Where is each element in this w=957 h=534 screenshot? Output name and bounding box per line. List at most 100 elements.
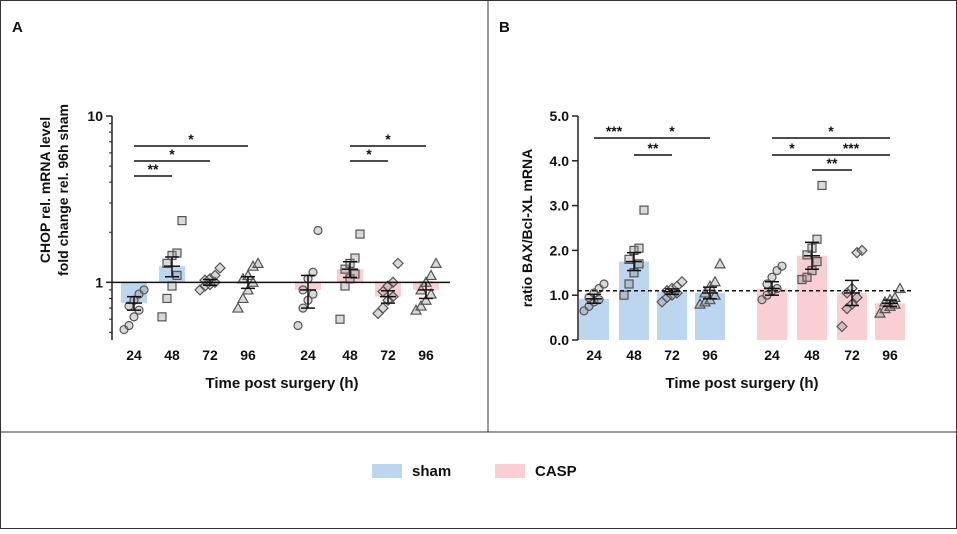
panel-a-point [241,283,255,295]
panel-a-point [350,253,360,263]
panel-a-point [251,257,265,268]
panel-b-ytick-label: 0.0 [550,332,570,348]
panel-b-point [812,257,822,267]
panel-b-point [851,291,863,304]
panel-a-point [414,299,428,311]
panel-b-point [639,205,649,215]
panel-a-point [313,225,323,236]
panel-a-point [129,312,139,322]
panel-b-significance-label: * [828,123,834,139]
panel-b-point [812,234,822,244]
panel-a-point [392,257,404,270]
panel-a-point [377,302,389,314]
panel-b-point [797,274,807,285]
panel-b-ylabel: ratio BAX/Bcl-XL mRNA [519,149,535,307]
legend-swatch-casp [495,464,525,478]
panel-a-point [167,281,177,291]
panel-a-ytick-label: 10 [87,108,103,124]
panel-b-point [599,279,609,289]
panel-b-point [836,320,848,333]
panel-b-point [708,275,722,287]
panel-b-significance-label: * [789,140,795,156]
panel-a-xtick-label: 24 [126,347,142,363]
panel-a-point [139,285,149,295]
panel-a-point [124,320,134,331]
panel-b-xtick-label: 72 [664,347,680,363]
panel-a-significance-label: ** [148,161,159,177]
panel-b-significance-label: ** [648,140,659,156]
panel-b-ytick-label: 1.0 [550,287,570,303]
panel-b-significance-label: *** [843,140,860,156]
panel-b-ytick-label: 3.0 [550,198,570,214]
panel-b-point [676,275,688,288]
panel-a-point [172,270,182,281]
panel-a-point [335,314,345,324]
panel-a-point [162,293,172,304]
panel-a-xtick-label: 72 [380,347,396,363]
panel-b-xtick-label: 48 [626,347,642,363]
panel-a-letter: A [12,19,23,36]
panel-a-point [209,269,221,282]
panel-a-ylabel-line2: fold change rel. 96h sham [55,104,71,276]
panel-b-point [634,243,644,253]
panel-b-xtick-label: 48 [804,347,820,363]
legend-swatch-sham [372,464,402,478]
panel-a-xlabel: Time post surgery (h) [205,375,358,392]
panel-a-significance-label: * [385,131,391,147]
panel-b-point [619,290,629,300]
panel-b-letter: B [499,19,510,36]
panel-b-point [802,272,812,282]
panel-a-point [236,292,250,304]
panel-a-ytick-label: 1 [95,274,103,290]
panel-a-xtick-label: 48 [342,347,358,363]
panel-a-point [194,284,206,296]
panel-a-point [162,258,172,268]
panel-b-bar-sham-96 [695,292,725,340]
panel-a-point [419,294,433,305]
panel-b-xtick-label: 24 [764,347,780,363]
panel-a-point [429,257,443,268]
panel-b-point [851,246,863,259]
panel-a-point [177,216,187,226]
panel-b-bar-sham-48 [619,261,649,340]
panel-b-xtick-label: 72 [844,347,860,363]
panel-a-point [157,312,167,322]
panel-b-xtick-label: 96 [882,347,898,363]
panel-b-ytick-label: 2.0 [550,242,570,258]
panel-b-ytick-label: 4.0 [550,153,570,169]
panel-b-point [817,180,827,191]
panel-b-point [802,250,812,260]
panel-a-point [231,301,245,313]
panel-a-point [308,267,318,277]
panel-a-xtick-label: 96 [240,347,256,363]
panel-b-point [634,259,644,269]
panel-b-significance-label: ** [827,155,838,171]
legend-label-sham: sham [412,463,451,480]
panel-a-significance-label: * [366,146,372,162]
panel-a-point [424,269,438,281]
panel-a-significance-label: * [188,131,194,147]
panel-b-point [888,291,902,303]
legend-label-casp: CASP [535,463,577,480]
panel-a-point [172,248,182,258]
panel-b-point [624,254,634,264]
panel-b-point [624,279,634,289]
panel-a-point [214,262,226,274]
panel-b-xlabel: Time post surgery (h) [665,375,818,392]
panel-a-ylabel-line1: CHOP rel. mRNA level [37,117,53,263]
panel-b-point [777,261,787,271]
panel-b-xtick-label: 96 [702,347,718,363]
panel-a-xtick-label: 24 [300,347,316,363]
panel-a-xtick-label: 48 [164,347,180,363]
panel-b-bar-casp-96 [875,303,905,340]
panel-b-point [856,244,868,257]
panel-a-point [293,320,303,331]
panel-b-bar-casp-24 [757,288,787,340]
panel-b-ytick-label: 5.0 [550,108,570,124]
panel-a-xtick-label: 72 [202,347,218,363]
panel-a-xtick-label: 96 [418,347,434,363]
panel-b-significance-label: *** [606,123,623,139]
